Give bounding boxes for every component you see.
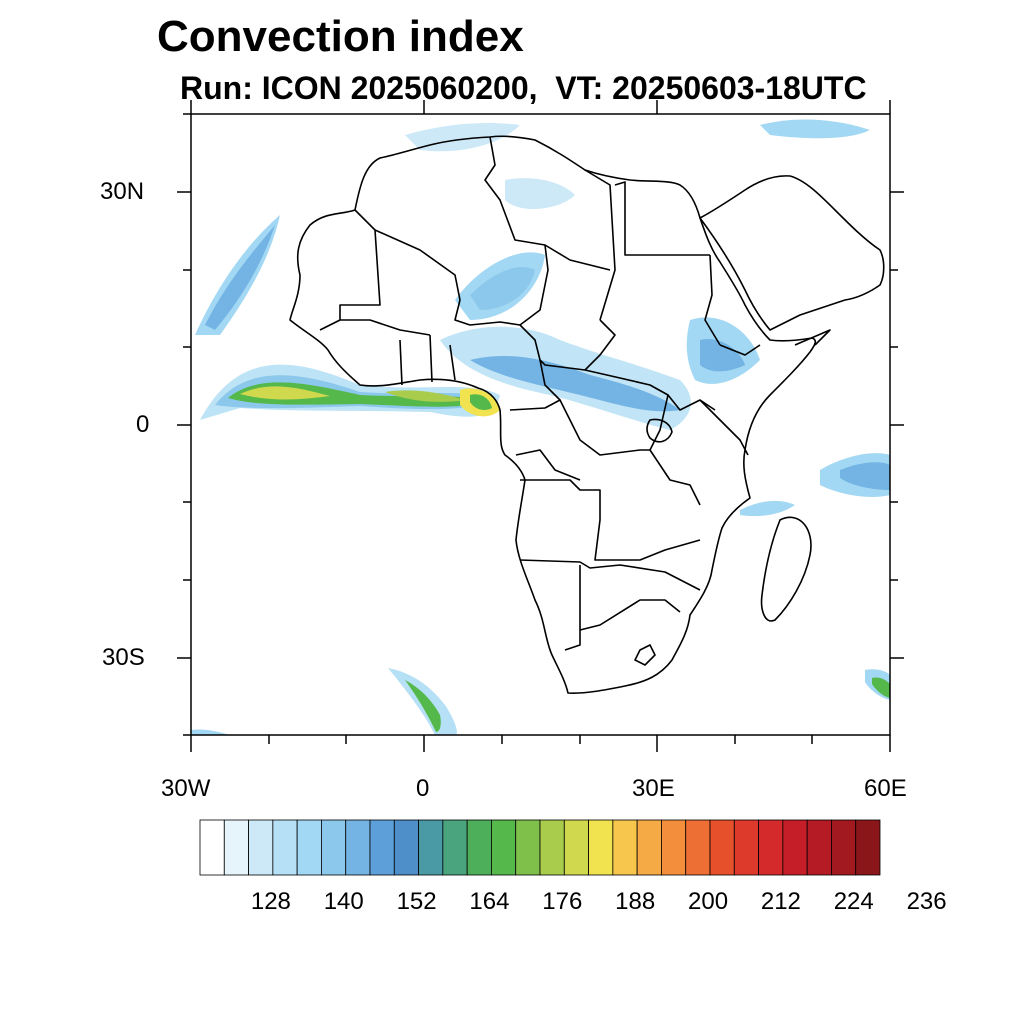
colorbar-swatch [369, 819, 395, 876]
chart-subtitle: Run: ICON 2025060200, VT: 20250603-18UTC [180, 70, 867, 106]
colorbar-swatch [321, 819, 347, 876]
map-frame [177, 100, 904, 752]
lat-tick-label-30s: 30S [102, 644, 145, 671]
colorbar [199, 819, 881, 876]
colorbar-swatch [758, 819, 784, 876]
lon-tick-label-60e: 60E [864, 775, 907, 802]
lon-tick-label-0: 0 [416, 775, 430, 802]
colorbar-swatch [418, 819, 444, 876]
colorbar-swatch [563, 819, 589, 876]
colorbar-tick-label: 176 [542, 888, 583, 915]
colorbar-tick-label: 152 [396, 888, 437, 915]
colorbar-tick-label: 188 [615, 888, 656, 915]
colorbar-swatch [345, 819, 371, 876]
colorbar-swatch [442, 819, 468, 876]
colorbar-swatch [248, 819, 274, 876]
colorbar-swatch [223, 819, 249, 876]
colorbar-tick-label: 164 [469, 888, 510, 915]
colorbar-swatch [612, 819, 638, 876]
colorbar-tick-label: 212 [760, 888, 801, 915]
convection-field [191, 119, 890, 735]
chart-title: Convection index [157, 12, 524, 61]
colorbar-swatch [685, 819, 711, 876]
colorbar-swatch [782, 819, 808, 876]
colorbar-tick-label: 128 [250, 888, 291, 915]
lon-tick-label-30w: 30W [161, 775, 211, 802]
colorbar-swatch [661, 819, 687, 876]
lat-tick-label-30n: 30N [100, 178, 145, 205]
colorbar-swatch [588, 819, 614, 876]
colorbar-swatch [515, 819, 541, 876]
lat-tick-label-0: 0 [136, 411, 150, 438]
colorbar-swatch [466, 819, 492, 876]
colorbar-swatch [855, 819, 881, 876]
colorbar-tick-label: 140 [323, 888, 364, 915]
colorbar-swatch [296, 819, 322, 876]
colorbar-swatch [491, 819, 517, 876]
colorbar-swatch [199, 819, 225, 876]
colorbar-tick-label: 236 [906, 888, 947, 915]
colorbar-swatch [636, 819, 662, 876]
colorbar-swatch [733, 819, 759, 876]
colorbar-swatch [806, 819, 832, 876]
country-borders [289, 135, 885, 694]
colorbar-tick-label: 224 [833, 888, 874, 915]
colorbar-swatch [831, 819, 857, 876]
colorbar-tick-label: 200 [688, 888, 729, 915]
lon-tick-label-30e: 30E [632, 775, 675, 802]
colorbar-swatch [709, 819, 735, 876]
colorbar-swatch [539, 819, 565, 876]
colorbar-swatch [272, 819, 298, 876]
map-area [191, 119, 890, 735]
colorbar-swatch [393, 819, 419, 876]
